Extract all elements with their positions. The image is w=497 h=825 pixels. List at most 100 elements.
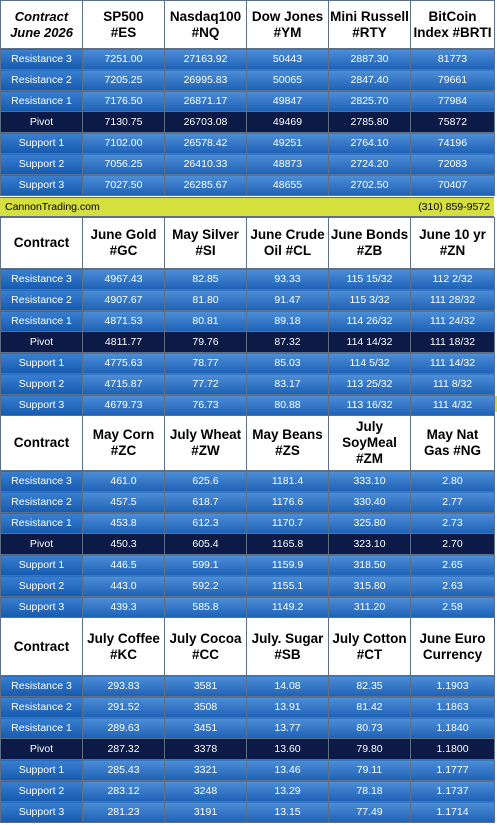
instrument-header: June Crude Oil #CL <box>246 217 329 269</box>
instrument-header: Mini Russell #RTY <box>328 0 411 49</box>
contract-header: Contract <box>0 617 83 676</box>
level-row: Support 3 439.3 585.8 1149.2 311.20 2.58 <box>0 596 495 618</box>
level-row: Support 1 446.5 599.1 1159.9 318.50 2.65 <box>0 554 495 576</box>
contract-label: Contract <box>13 235 70 250</box>
level-value: 114 14/32 <box>328 331 411 353</box>
level-value: 48873 <box>246 153 329 175</box>
level-value: 287.32 <box>82 738 165 760</box>
contract-label: Contract <box>13 435 70 450</box>
instrument-symbol: #ZB <box>356 243 383 258</box>
level-value: 4775.63 <box>82 352 165 374</box>
instrument-symbol: #CC <box>191 646 219 662</box>
instrument-symbol: #CT <box>356 646 383 662</box>
level-value: 93.33 <box>246 268 329 290</box>
contract-label: Contract <box>14 8 69 24</box>
level-row: Support 2 4715.87 77.72 83.17 113 25/32 111 8… <box>0 373 495 395</box>
level-value: 2847.40 <box>328 69 411 91</box>
level-value: 77.72 <box>164 373 247 395</box>
level-value: 79661 <box>410 69 495 91</box>
level-value: 81.42 <box>328 696 411 718</box>
level-value: 1165.8 <box>246 533 329 555</box>
level-value: 70407 <box>410 174 495 196</box>
instrument-name: Mini Russell <box>330 8 409 24</box>
instrument-symbol: #ZC <box>110 443 137 458</box>
instrument-name: July. Sugar <box>251 630 324 646</box>
instrument-symbol: #ZM <box>356 451 383 466</box>
row-label: Pivot <box>0 331 83 353</box>
level-value: 87.32 <box>246 331 329 353</box>
level-value: 72083 <box>410 153 495 175</box>
contract-label: Contract <box>13 638 70 654</box>
level-value: 618.7 <box>164 491 247 513</box>
row-label: Support 1 <box>0 554 83 576</box>
level-value: 49847 <box>246 90 329 112</box>
level-value: 450.3 <box>82 533 165 555</box>
level-value: 439.3 <box>82 596 165 618</box>
level-value: 1.1863 <box>410 696 495 718</box>
level-value: 74196 <box>410 132 495 154</box>
instrument-name: Nasdaq100 <box>169 8 242 24</box>
instrument-name: June Bonds <box>330 227 409 242</box>
level-value: 446.5 <box>82 554 165 576</box>
instrument-header: May Nat Gas #NG <box>410 415 495 471</box>
row-label: Support 2 <box>0 153 83 175</box>
level-value: 283.12 <box>82 780 165 802</box>
level-value: 443.0 <box>82 575 165 597</box>
level-value: 7102.00 <box>82 132 165 154</box>
level-value: 2724.20 <box>328 153 411 175</box>
instrument-symbol: Gas #NG <box>423 443 482 458</box>
level-row: Resistance 1 7176.50 26871.17 49847 2825.70 7… <box>0 90 495 112</box>
row-label: Pivot <box>0 533 83 555</box>
website-link[interactable]: CannonTrading.com <box>5 201 100 213</box>
level-row: Resistance 2 457.5 618.7 1176.6 330.40 2.77 <box>0 491 495 513</box>
level-value: 48655 <box>246 174 329 196</box>
level-row: Resistance 1 289.63 3451 13.77 80.73 1.1840 <box>0 717 495 739</box>
row-label: Pivot <box>0 111 83 133</box>
instrument-symbol: #KC <box>109 646 137 662</box>
level-value: 1155.1 <box>246 575 329 597</box>
instrument-name: July Cocoa <box>169 630 242 646</box>
level-value: 592.2 <box>164 575 247 597</box>
level-row: Resistance 2 7205.25 26995.83 50065 2847.40 7… <box>0 69 495 91</box>
level-value: 3321 <box>164 759 247 781</box>
level-value: 50443 <box>246 48 329 70</box>
table-header-row: Contract June Gold #GC May Silver #SI June Cr… <box>0 217 495 269</box>
level-value: 311.20 <box>328 596 411 618</box>
level-value: 78.18 <box>328 780 411 802</box>
level-value: 113 16/32 <box>328 394 411 416</box>
level-value: 82.85 <box>164 268 247 290</box>
level-value: 13.77 <box>246 717 329 739</box>
level-value: 289.63 <box>82 717 165 739</box>
level-value: 4871.53 <box>82 310 165 332</box>
level-row: Resistance 2 4907.67 81.80 91.47 115 3/32 111… <box>0 289 495 311</box>
row-label: Resistance 3 <box>0 48 83 70</box>
table-header-row: Contract May Corn #ZC July Wheat #ZW May Bean… <box>0 415 495 471</box>
instrument-header: May Beans #ZS <box>246 415 329 471</box>
instrument-header: June 10 yr #ZN <box>410 217 495 269</box>
level-value: 457.5 <box>82 491 165 513</box>
level-value: 7056.25 <box>82 153 165 175</box>
level-value: 2785.80 <box>328 111 411 133</box>
phone-number[interactable]: (310) 859-9572 <box>418 201 490 213</box>
level-value: 625.6 <box>164 470 247 492</box>
row-label: Support 2 <box>0 780 83 802</box>
level-value: 599.1 <box>164 554 247 576</box>
contract-header: Contract <box>0 415 83 471</box>
level-value: 318.50 <box>328 554 411 576</box>
level-row: Resistance 2 291.52 3508 13.91 81.42 1.1863 <box>0 696 495 718</box>
level-value: 3451 <box>164 717 247 739</box>
instrument-name: May Corn <box>92 427 155 442</box>
level-value: 4967.43 <box>82 268 165 290</box>
level-value: 2764.10 <box>328 132 411 154</box>
pivot-row: Pivot 4811.77 79.76 87.32 114 14/32 111 18/32 <box>0 331 495 353</box>
row-label: Resistance 3 <box>0 268 83 290</box>
level-value: 4679.73 <box>82 394 165 416</box>
level-value: 111 8/32 <box>410 373 495 395</box>
edge-marker <box>494 396 497 412</box>
level-value: 453.8 <box>82 512 165 534</box>
instrument-name: June Euro <box>419 630 486 646</box>
level-value: 13.91 <box>246 696 329 718</box>
row-label: Resistance 2 <box>0 696 83 718</box>
level-value: 1.1903 <box>410 675 495 697</box>
instrument-symbol: #ZS <box>275 443 300 458</box>
